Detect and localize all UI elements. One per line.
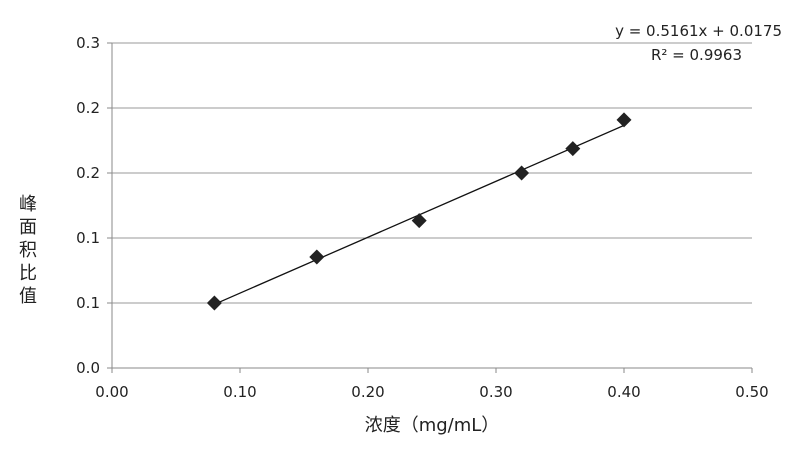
data-point xyxy=(411,213,427,229)
x-tick-label: 0.30 xyxy=(479,383,512,401)
data-point xyxy=(514,165,530,181)
y-axis-title: 峰面积比值 xyxy=(19,194,37,307)
data-point xyxy=(616,112,632,128)
y-tick-label: 0.3 xyxy=(76,34,100,52)
y-tick-label: 0.0 xyxy=(76,359,100,377)
x-tick-labels: 0.00 0.10 0.20 0.30 0.40 0.50 xyxy=(95,383,768,401)
r-squared-label: R² = 0.9963 xyxy=(651,46,742,64)
axes xyxy=(107,42,753,373)
data-points xyxy=(206,112,632,311)
y-tick-label: 0.1 xyxy=(76,229,100,247)
grid-lines xyxy=(112,42,752,304)
data-point xyxy=(565,141,581,157)
x-tick-label: 0.20 xyxy=(351,383,384,401)
x-tick-label: 0.00 xyxy=(95,383,128,401)
y-tick-labels: 0.0 0.1 0.1 0.2 0.2 0.3 xyxy=(76,34,100,377)
data-point xyxy=(309,249,325,265)
y-tick-label: 0.2 xyxy=(76,99,100,117)
y-tick-label: 0.2 xyxy=(76,164,100,182)
x-tick-label: 0.50 xyxy=(735,383,768,401)
trendline-equation: y = 0.5161x + 0.0175 xyxy=(615,22,782,40)
x-tick-label: 0.10 xyxy=(223,383,256,401)
x-axis-title: 浓度（mg/mL） xyxy=(365,415,500,436)
data-point xyxy=(206,295,222,311)
x-tick-label: 0.40 xyxy=(607,383,640,401)
y-tick-label: 0.1 xyxy=(76,294,100,312)
